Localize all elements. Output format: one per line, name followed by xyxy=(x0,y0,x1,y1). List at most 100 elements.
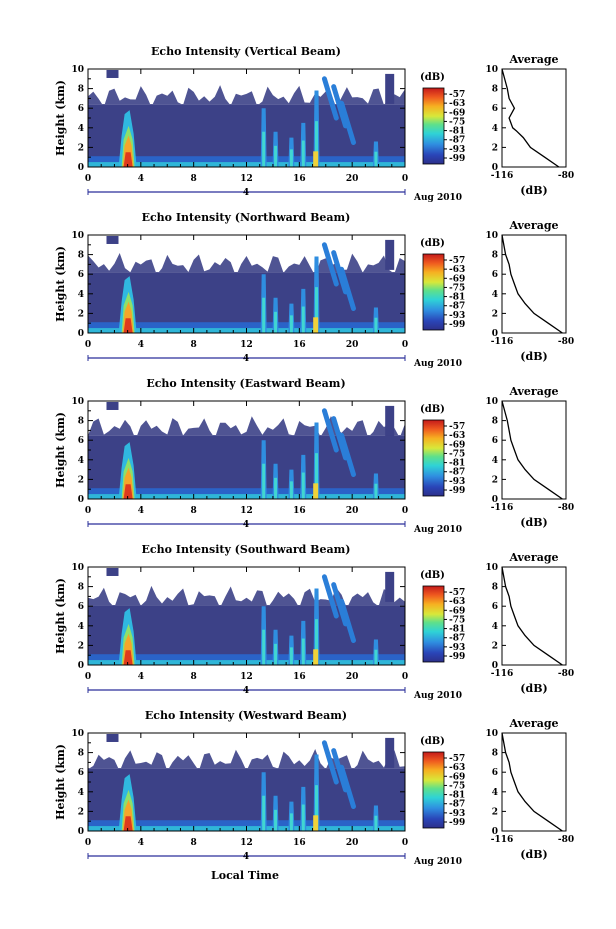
colorbar-unit: (dB) xyxy=(420,404,445,415)
average-y-tick-label: 4 xyxy=(492,788,498,798)
echo-patch xyxy=(106,567,119,576)
x-tick-label: 12 xyxy=(240,340,253,350)
average-y-tick-label: 8 xyxy=(492,749,498,759)
colorbar-tick-label: -99 xyxy=(449,486,465,496)
convective-core xyxy=(274,477,278,499)
convective-peak xyxy=(313,649,319,665)
y-tick-label: 0 xyxy=(78,163,84,173)
x-tick-label: 4 xyxy=(138,506,144,516)
colorbar-unit: (dB) xyxy=(420,736,445,747)
convective-core xyxy=(315,453,319,499)
echo-patch xyxy=(385,571,395,602)
average-x-tick-label: -116 xyxy=(491,171,514,181)
x-tick-label: 4 xyxy=(138,838,144,848)
y-axis-label: Height (km) xyxy=(54,412,67,488)
x-tick-label: 20 xyxy=(346,506,359,516)
x-tick-label: 20 xyxy=(346,672,359,682)
average-profile-line xyxy=(501,566,563,666)
boundary-layer xyxy=(88,322,405,333)
y-tick-label: 6 xyxy=(78,104,84,114)
y-tick-label: 4 xyxy=(78,788,84,798)
convective-core xyxy=(262,629,266,665)
echo-patch xyxy=(385,239,395,270)
average-y-tick-label: 2 xyxy=(492,807,498,817)
convective-core xyxy=(289,647,293,665)
x-tick-label: 12 xyxy=(240,672,253,682)
y-tick-label: 0 xyxy=(78,827,84,837)
y-tick-label: 0 xyxy=(78,495,84,505)
y-tick-label: 2 xyxy=(78,807,84,817)
x-tick-label: 0 xyxy=(402,174,408,184)
average-y-tick-label: 6 xyxy=(492,270,498,280)
y-tick-label: 0 xyxy=(78,661,84,671)
average-x-tick-label: -80 xyxy=(558,835,574,845)
y-tick-label: 8 xyxy=(78,251,84,261)
day-label: 4 xyxy=(243,520,249,530)
convective-core xyxy=(315,287,319,333)
colorbar-unit: (dB) xyxy=(420,72,445,83)
convective-core xyxy=(274,643,278,665)
x-tick-label: 8 xyxy=(191,672,197,682)
average-frame xyxy=(501,400,567,500)
anvil-streak xyxy=(331,84,349,129)
average-y-tick-label: 6 xyxy=(492,602,498,612)
x-tick-label: 0 xyxy=(85,340,91,350)
colorbar-tick-label: -75 xyxy=(449,117,465,127)
boundary-layer xyxy=(88,488,405,499)
colorbar-tick-label: -99 xyxy=(449,154,465,164)
convective-core xyxy=(315,121,319,167)
x-tick-label: 20 xyxy=(346,174,359,184)
convective-core xyxy=(301,804,305,831)
average-y-tick-label: 4 xyxy=(492,124,498,134)
average-y-tick-label: 8 xyxy=(492,417,498,427)
average-y-tick-label: 6 xyxy=(492,436,498,446)
convective-core xyxy=(262,795,266,831)
y-tick-label: 2 xyxy=(78,309,84,319)
anvil-streak xyxy=(331,582,349,627)
average-y-tick-label: 2 xyxy=(492,475,498,485)
x-tick-label: 12 xyxy=(240,838,253,848)
date-note: Aug 2010 xyxy=(413,691,462,701)
colorbar-tick-label: -69 xyxy=(449,440,465,450)
x-axis-label: Local Time xyxy=(211,869,279,882)
x-tick-label: 16 xyxy=(293,174,306,184)
anvil-streak xyxy=(331,748,349,793)
echo-patch xyxy=(106,733,119,742)
convective-core xyxy=(301,638,305,665)
average-title: Average xyxy=(508,219,558,232)
colorbar-tick-label: -63 xyxy=(449,597,465,607)
colorbar-tick-label: -93 xyxy=(449,311,465,321)
average-frame xyxy=(501,68,567,168)
echo-top-layer xyxy=(88,585,405,609)
average-x-tick-label: -116 xyxy=(491,669,514,679)
date-note: Aug 2010 xyxy=(413,525,462,535)
colorbar-unit: (dB) xyxy=(420,570,445,581)
average-x-label: (dB) xyxy=(520,350,547,363)
rain-shaft-peak xyxy=(123,484,133,499)
convective-peak xyxy=(313,317,319,333)
convective-core xyxy=(262,131,266,167)
rain-shaft-peak xyxy=(123,650,133,665)
colorbar-tick-label: -69 xyxy=(449,606,465,616)
boundary-layer xyxy=(88,156,405,167)
colorbar-tick-label: -81 xyxy=(449,625,465,635)
colorbar-tick-label: -87 xyxy=(449,468,465,478)
convective-core xyxy=(274,809,278,831)
panel-westward: Echo Intensity (Westward Beam) 0 2 4 6 8 10 0 4 8… xyxy=(54,709,574,867)
average-x-tick-label: -80 xyxy=(558,503,574,513)
average-x-label: (dB) xyxy=(520,682,547,695)
average-y-tick-label: 10 xyxy=(485,65,498,75)
echo-patch xyxy=(385,405,395,436)
x-tick-label: 0 xyxy=(85,174,91,184)
y-tick-label: 2 xyxy=(78,475,84,485)
echo-top-layer xyxy=(88,85,405,108)
anvil-streak xyxy=(321,76,339,121)
colorbar-tick-label: -63 xyxy=(449,763,465,773)
average-y-tick-label: 6 xyxy=(492,104,498,114)
colorbar-tick-label: -57 xyxy=(449,754,465,764)
average-profile-line xyxy=(501,234,563,334)
average-x-label: (dB) xyxy=(520,848,547,861)
average-x-tick-label: -80 xyxy=(558,337,574,347)
panel-title: Echo Intensity (Southward Beam) xyxy=(142,543,351,556)
average-y-tick-label: 0 xyxy=(492,329,498,339)
